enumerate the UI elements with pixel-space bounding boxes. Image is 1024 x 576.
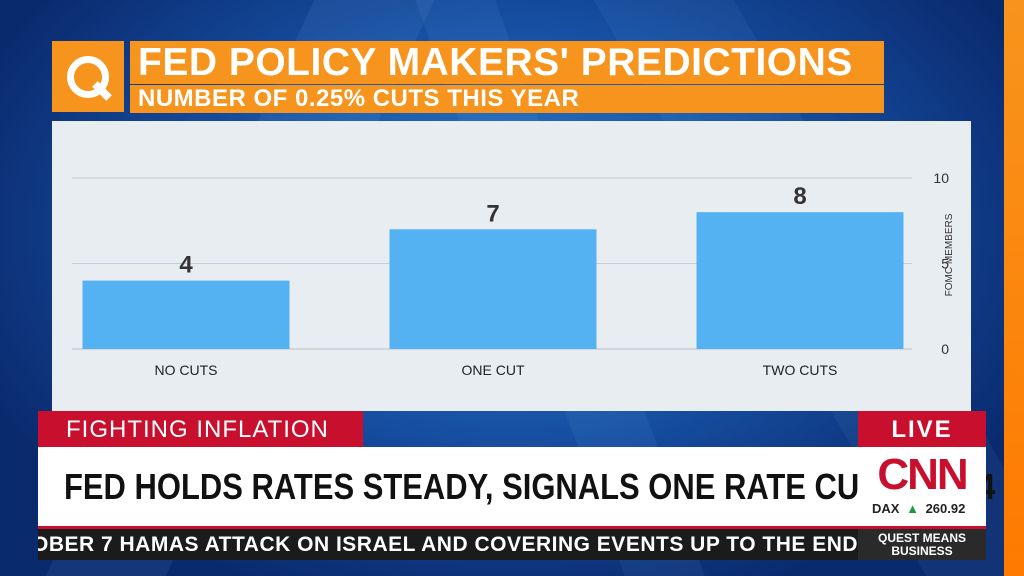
bar-chart: 0 5 10 FOMC MEMBERS 4 NO CUTS 7 ONE CUT 8 TWO CUT…: [72, 170, 955, 378]
up-arrow-icon: ▲: [906, 501, 919, 516]
headline-text: FED HOLDS RATES STEADY, SIGNALS ONE RATE…: [64, 466, 996, 507]
graphic-subtitle: NUMBER OF 0.25% CUTS THIS YEAR: [130, 85, 884, 113]
market-index: DAX: [872, 501, 900, 516]
data-label: 7: [486, 200, 499, 227]
show-name-line-2: BUSINESS: [891, 544, 953, 558]
topic-tag: FIGHTING INFLATION: [38, 411, 363, 448]
data-label: 8: [793, 183, 806, 210]
right-orange-strip: [1004, 0, 1024, 576]
headline: FED HOLDS RATES STEADY, SIGNALS ONE RATE…: [38, 447, 995, 526]
bar: [696, 212, 904, 349]
show-name: QUEST MEANS BUSINESS: [858, 529, 986, 560]
bar: [82, 280, 290, 349]
y-tick-label: 0: [941, 341, 949, 357]
ticker-divider: [38, 526, 986, 529]
y-tick-label: 5: [941, 256, 949, 272]
y-axis-label: FOMC MEMBERS: [944, 213, 955, 296]
quest-logo-icon: [52, 41, 124, 112]
x-tick-label: TWO CUTS: [763, 362, 838, 378]
network-brand-box: CNN DAX ▲ 260.92: [858, 447, 986, 526]
data-label: 4: [179, 252, 193, 279]
bar: [389, 229, 597, 349]
chart-panel: 0 5 10 FOMC MEMBERS 4 NO CUTS 7 ONE CUT 8 TWO CUT…: [52, 121, 971, 411]
show-name-line-1: QUEST MEANS: [877, 531, 966, 545]
x-tick-label: ONE CUT: [462, 362, 525, 378]
live-badge: LIVE: [858, 411, 986, 448]
news-ticker: OBER 7 HAMAS ATTACK ON ISRAEL AND COVERI…: [38, 529, 858, 560]
market-quote: DAX ▲ 260.92: [872, 501, 965, 516]
ticker-text: OBER 7 HAMAS ATTACK ON ISRAEL AND COVERI…: [38, 533, 858, 556]
x-tick-label: NO CUTS: [155, 362, 218, 378]
cnn-logo: CNN: [877, 450, 968, 499]
market-value: 260.92: [925, 501, 966, 516]
y-tick-label: 10: [933, 170, 949, 186]
graphic-title: FED POLICY MAKERS' PREDICTIONS: [130, 41, 884, 84]
